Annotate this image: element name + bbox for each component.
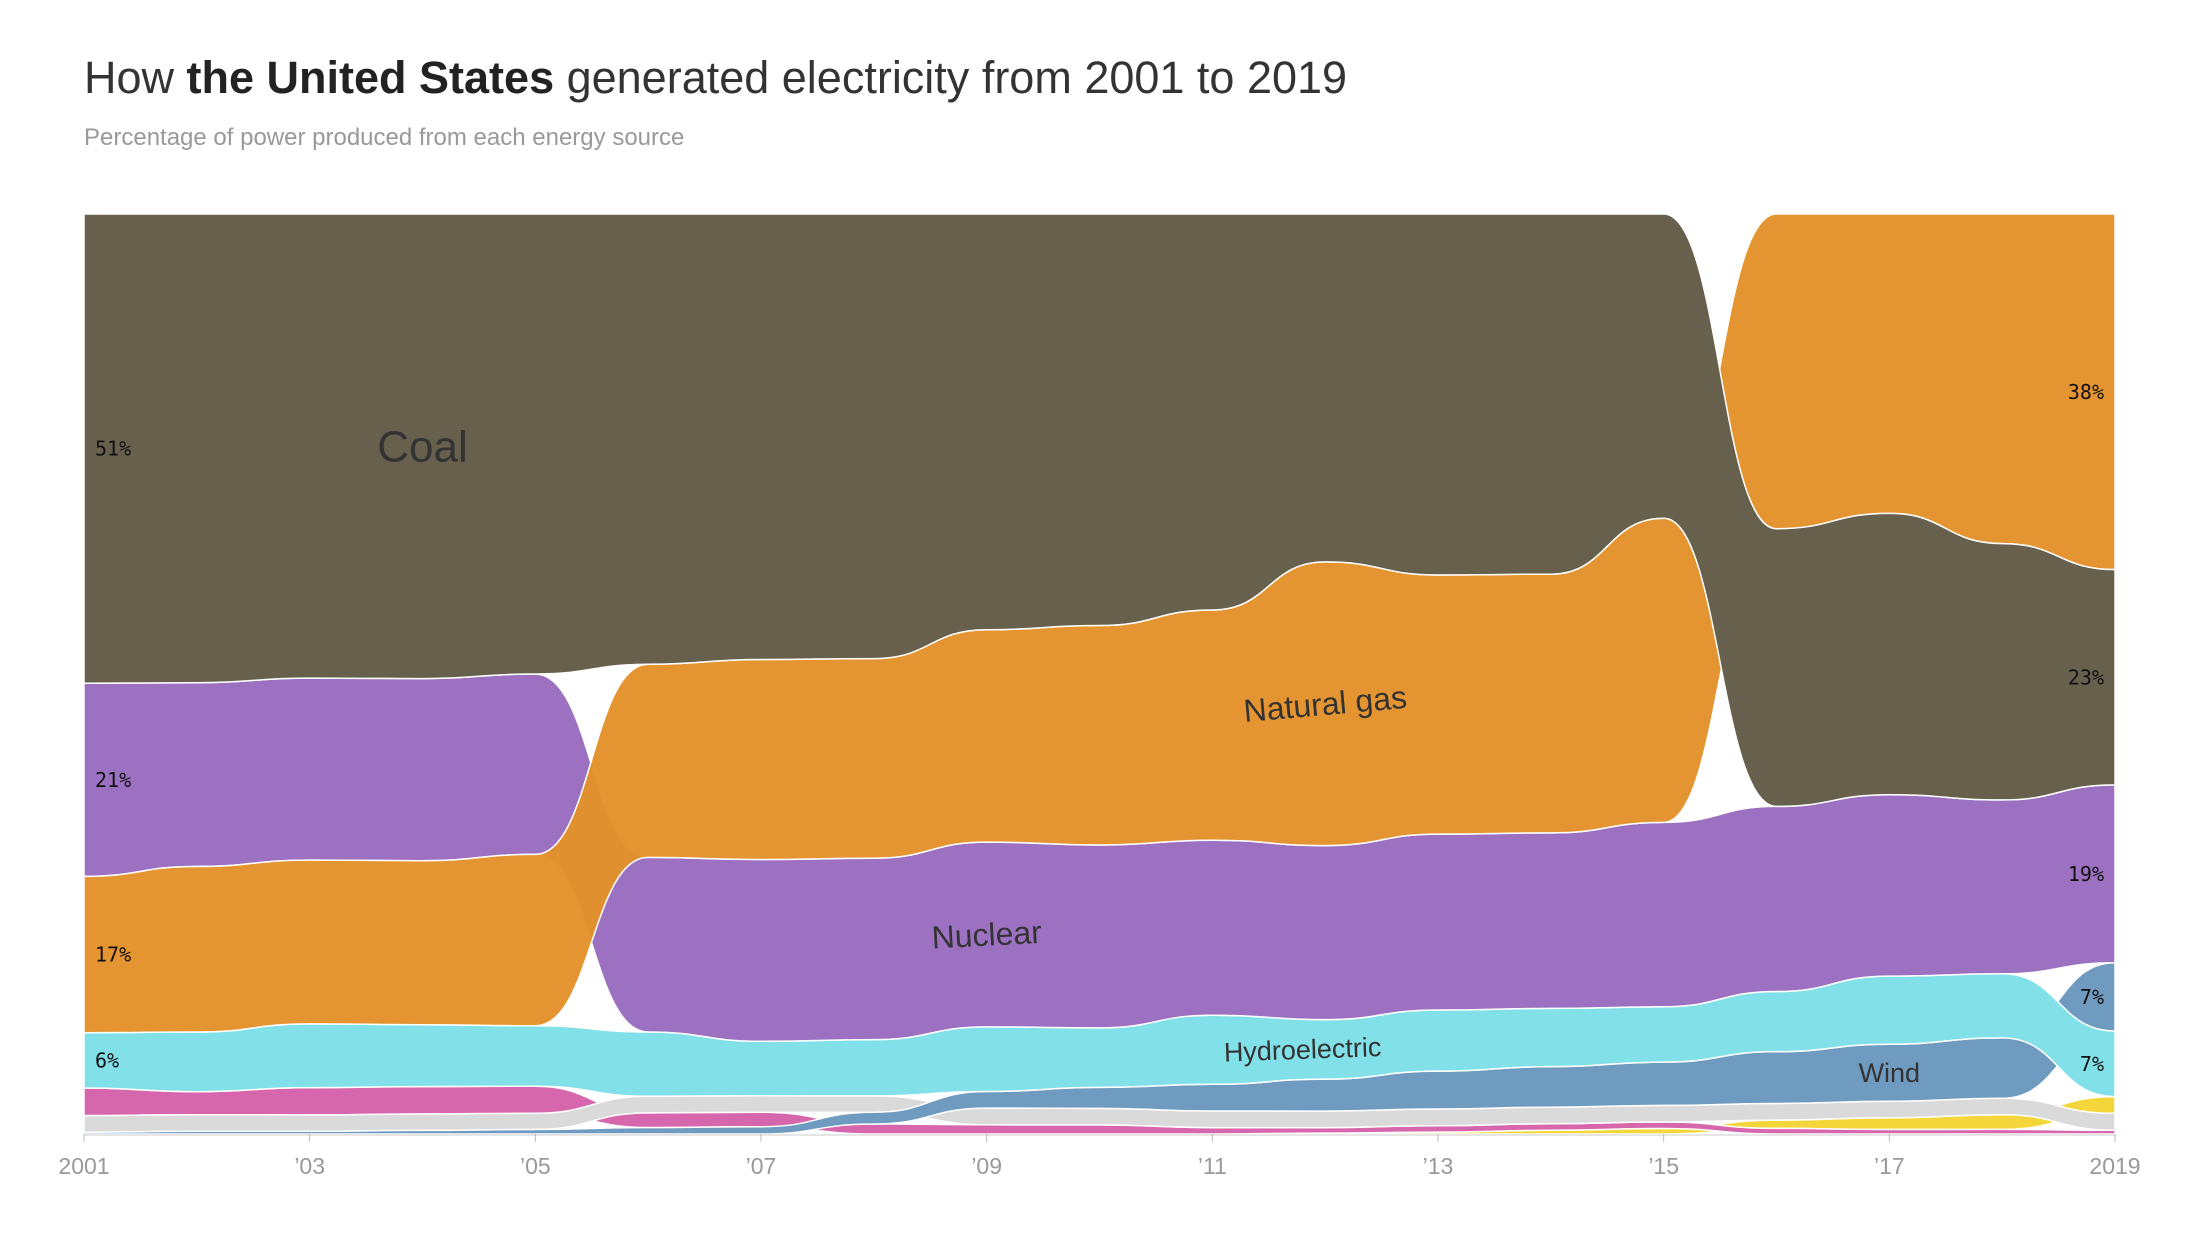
- chart-subtitle: Percentage of power produced from each e…: [84, 124, 685, 151]
- end-pct-label: 7%: [2080, 1052, 2104, 1076]
- end-pct-label: 7%: [2080, 985, 2104, 1009]
- area-wind: [83, 961, 2116, 1135]
- x-tick-label: ’15: [1648, 1153, 1679, 1179]
- end-pct-label: 38%: [2068, 380, 2104, 404]
- start-pct-label: 51%: [95, 437, 131, 461]
- start-pct-label: 17%: [95, 943, 131, 967]
- x-tick-label: ’09: [971, 1153, 1002, 1179]
- x-tick-label: ’05: [520, 1153, 551, 1179]
- start-pct-label: 21%: [95, 768, 131, 792]
- series-label-wind: Wind: [1859, 1058, 1921, 1088]
- x-tick-label: ’17: [1874, 1153, 1905, 1179]
- title-suffix: generated electricity from 2001 to 2019: [554, 52, 1348, 103]
- series-label-nuclear: Nuclear: [931, 914, 1043, 956]
- title-prefix: How: [84, 52, 187, 103]
- chart-title: How the United States generated electric…: [84, 52, 1347, 104]
- series-label-hydroelectric: Hydroelectric: [1223, 1032, 1381, 1067]
- x-tick-label: 2019: [2089, 1153, 2140, 1179]
- series-label-coal: Coal: [377, 423, 468, 472]
- series-layers: [83, 213, 2116, 1135]
- x-axis: 2001 ’03 ’05 ’07 ’09 ’11 ’13 ’15 ’17 2019: [58, 1134, 2141, 1179]
- end-pct-label: 19%: [2068, 862, 2104, 886]
- x-tick-label: ’13: [1423, 1153, 1454, 1179]
- x-tick-label: ’03: [294, 1153, 325, 1179]
- end-pct-label: 23%: [2068, 665, 2104, 689]
- x-tick-label: ’07: [746, 1153, 777, 1179]
- area-coal: [83, 213, 2116, 808]
- start-pct-label: 6%: [95, 1048, 119, 1072]
- x-tick-label: ’11: [1198, 1153, 1227, 1179]
- title-bold: the United States: [186, 52, 555, 103]
- x-tick-label: 2001: [58, 1153, 109, 1179]
